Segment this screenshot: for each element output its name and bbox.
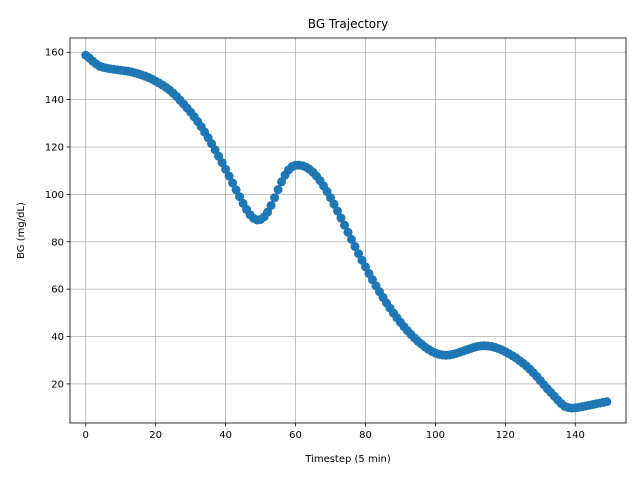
data-point bbox=[347, 234, 356, 244]
data-point bbox=[602, 397, 612, 407]
x-axis-label: Timestep (5 min) bbox=[304, 454, 391, 465]
data-point bbox=[273, 185, 283, 195]
data-point bbox=[329, 199, 339, 209]
chart-title: BG Trajectory bbox=[308, 17, 388, 31]
grid bbox=[70, 38, 626, 423]
y-tick-label: 80 bbox=[51, 237, 64, 248]
data-point bbox=[350, 241, 360, 251]
x-tick-label: 80 bbox=[359, 430, 372, 441]
y-tick-label: 60 bbox=[51, 285, 64, 296]
series-0 bbox=[81, 50, 612, 413]
series-layer bbox=[81, 50, 612, 413]
x-tick-label: 40 bbox=[219, 430, 232, 441]
y-tick-label: 120 bbox=[45, 142, 64, 153]
data-point bbox=[231, 185, 241, 195]
plot-frame bbox=[69, 37, 627, 424]
x-axis-ticks: 0 20 40 60 80 100 120 140 bbox=[83, 423, 585, 441]
y-tick-label: 160 bbox=[45, 48, 64, 59]
data-point bbox=[340, 220, 349, 230]
data-point bbox=[224, 171, 234, 181]
x-tick-label: 0 bbox=[83, 430, 89, 441]
data-point bbox=[266, 201, 276, 210]
y-tick-label: 40 bbox=[51, 332, 64, 343]
x-tick-label: 140 bbox=[566, 430, 585, 441]
x-tick-label: 100 bbox=[426, 430, 445, 441]
data-point bbox=[270, 193, 280, 203]
data-point bbox=[336, 213, 346, 223]
y-tick-label: 20 bbox=[51, 379, 64, 390]
y-tick-label: 100 bbox=[45, 190, 64, 201]
y-axis-label: BG (mg/dL) bbox=[16, 202, 27, 259]
y-tick-label: 140 bbox=[45, 95, 64, 106]
x-tick-label: 60 bbox=[289, 430, 302, 441]
data-point bbox=[228, 178, 238, 188]
data-point bbox=[333, 206, 343, 216]
x-tick-label: 20 bbox=[149, 430, 162, 441]
x-tick-label: 120 bbox=[496, 430, 515, 441]
data-point bbox=[343, 227, 353, 237]
data-point bbox=[221, 164, 231, 174]
y-axis-ticks: 20 40 60 80 100 120 140 160 bbox=[45, 48, 70, 390]
